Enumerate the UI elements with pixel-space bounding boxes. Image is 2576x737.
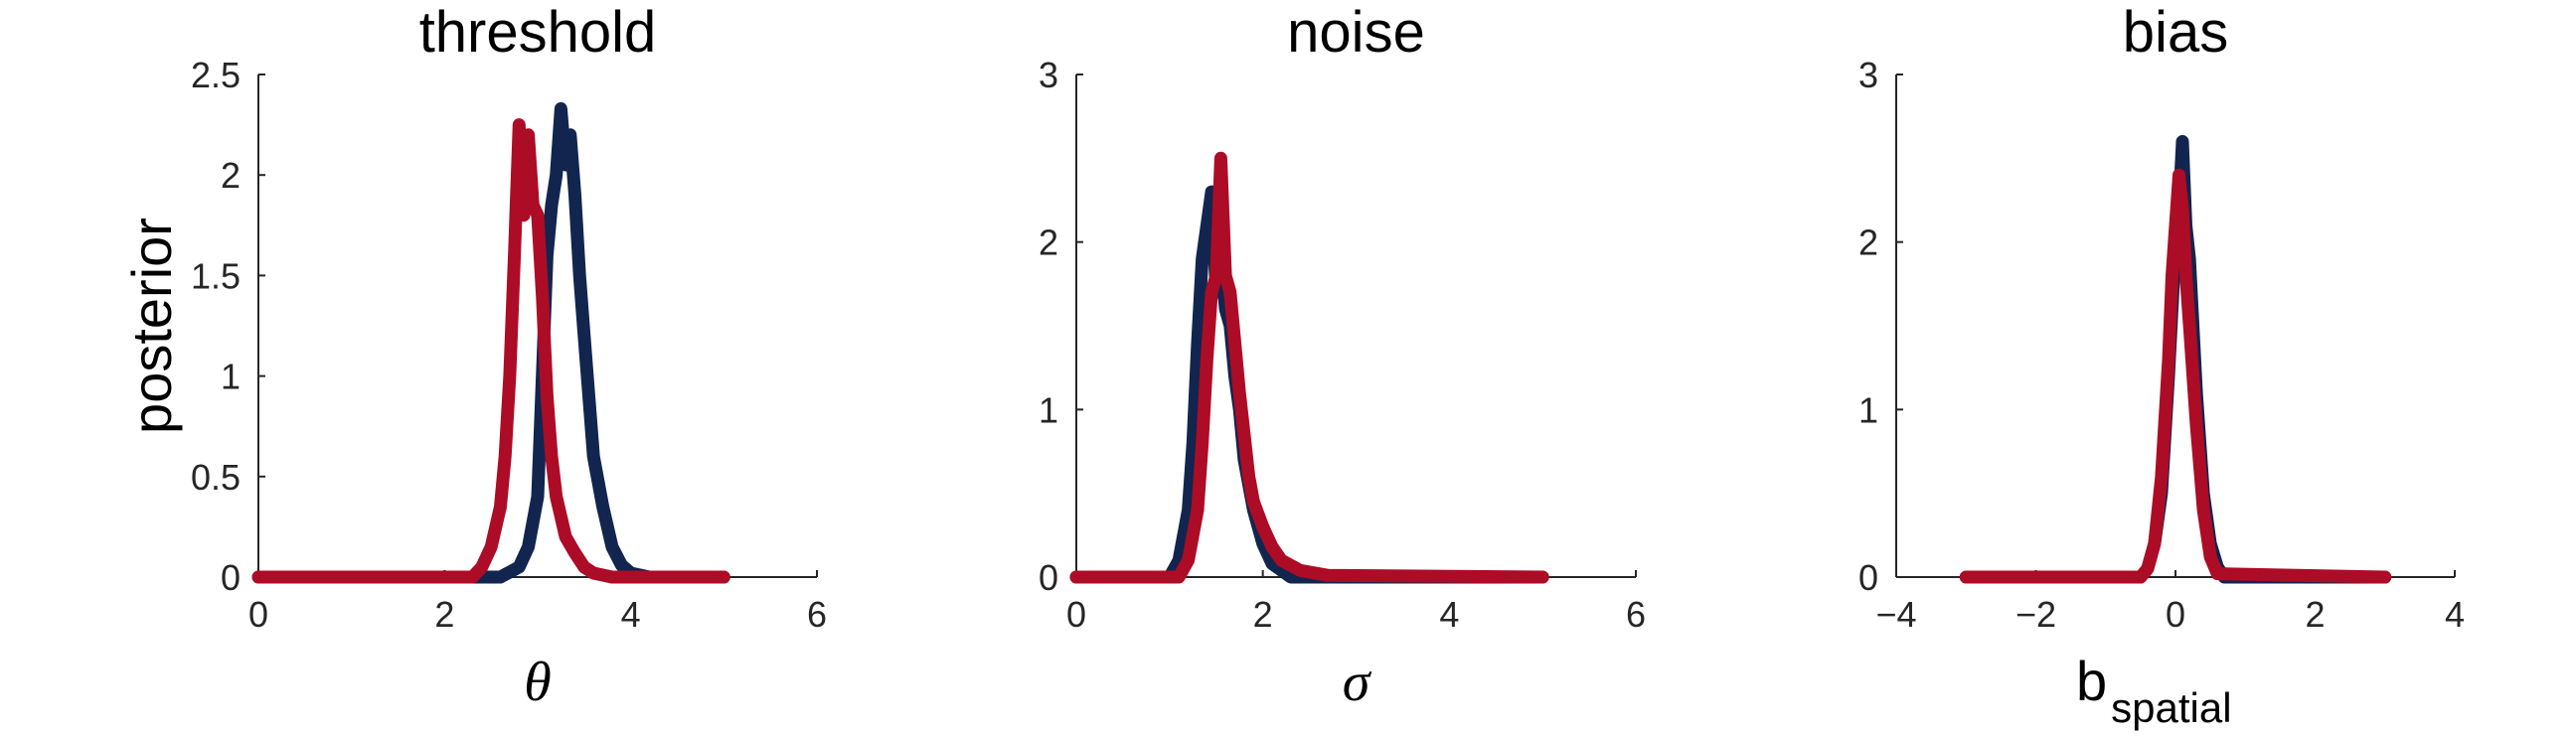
x-tick-label: 2 <box>2305 594 2325 635</box>
x-tick-label: −2 <box>2015 594 2056 635</box>
x-tick-label: 0 <box>248 594 268 635</box>
x-tick-label: 4 <box>1439 594 1459 635</box>
y-tick-label: 3 <box>1039 55 1058 95</box>
y-tick-label: 2 <box>1039 222 1058 263</box>
y-tick-label: 2 <box>1858 222 1878 263</box>
chart-title: bias <box>2123 0 2228 65</box>
posterior-curve-navy <box>1069 185 1549 584</box>
x-axis-label: σ <box>1343 652 1372 713</box>
y-tick-label: 0 <box>221 557 241 598</box>
y-tick-label: 2 <box>221 155 241 196</box>
y-tick-label: 1.5 <box>191 255 241 296</box>
y-tick-label: 2.5 <box>191 55 241 95</box>
x-tick-label: −4 <box>1875 594 1916 635</box>
x-axis-label: bspatial <box>2076 650 2232 731</box>
y-axis-label: posterior <box>120 218 183 434</box>
chart-title: noise <box>1287 0 1425 65</box>
x-tick-label: 2 <box>434 594 454 635</box>
y-tick-label: 1 <box>1858 389 1878 430</box>
panel-threshold: threshold 0 2 4 6 0 0.5 1 1.5 2 2.5 θ posterior <box>120 0 827 713</box>
y-tick-label: 0 <box>1858 557 1878 598</box>
x-tick-label: 0 <box>2166 594 2185 635</box>
chart-title: threshold <box>419 0 657 65</box>
x-axis-label-subscript: spatial <box>2111 684 2231 731</box>
x-tick-label: 6 <box>1626 594 1646 635</box>
x-tick-label: 4 <box>621 594 641 635</box>
posterior-curve-navy <box>251 101 730 584</box>
x-axis-label-base: b <box>2076 650 2107 712</box>
x-axis-label: θ <box>524 652 552 713</box>
x-tick-label: 2 <box>1253 594 1273 635</box>
x-tick-label: 4 <box>2445 594 2465 635</box>
panel-noise: noise 0 2 4 6 0 1 2 3 σ <box>1039 0 1646 713</box>
y-tick-label: 3 <box>1858 55 1878 95</box>
y-tick-label: 1 <box>221 357 241 397</box>
y-tick-label: 0.5 <box>191 457 241 498</box>
x-tick-label: 6 <box>807 594 827 635</box>
posterior-curve-red <box>251 118 730 584</box>
y-tick-label: 0 <box>1039 557 1058 598</box>
x-tick-label: 0 <box>1066 594 1086 635</box>
y-tick-label: 1 <box>1039 389 1058 430</box>
posterior-curve-red <box>1069 151 1549 584</box>
posterior-curve-red <box>1959 168 2392 584</box>
panel-bias: bias −4 −2 0 2 4 0 1 2 3 bspatial <box>1858 0 2465 731</box>
